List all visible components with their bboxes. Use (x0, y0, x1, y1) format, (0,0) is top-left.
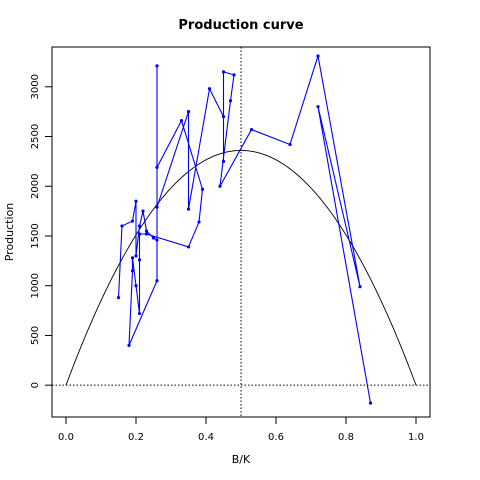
data-point (127, 343, 131, 347)
x-tick-label: 0.2 (128, 432, 144, 443)
data-point (120, 224, 124, 228)
data-point (221, 70, 226, 74)
data-point (155, 205, 159, 209)
data-point (232, 73, 236, 77)
x-tick-label: 0.4 (198, 432, 214, 443)
x-tick-label: 0.6 (268, 432, 284, 443)
data-point (186, 110, 191, 114)
data-point (137, 311, 142, 316)
data-point (316, 105, 320, 109)
data-point (228, 99, 233, 103)
x-tick-label: 0.8 (338, 432, 354, 443)
data-point (218, 184, 222, 188)
data-point (200, 187, 205, 191)
y-tick-label: 1000 (30, 273, 41, 298)
x-axis: 0.0 0.2 0.4 0.6 0.8 1.0 (58, 416, 424, 443)
plot-frame (51, 46, 431, 418)
y-tick-label: 500 (30, 326, 41, 345)
series-layer (116, 54, 373, 405)
y-tick-label: 2000 (30, 174, 41, 199)
data-point (144, 229, 149, 233)
data-point (221, 115, 226, 119)
data-point (186, 207, 191, 211)
y-axis-label: Production (3, 203, 16, 262)
data-point (130, 269, 135, 273)
data-point (358, 285, 362, 289)
data-point (134, 199, 138, 203)
data-point (197, 220, 201, 224)
y-tick-label: 2500 (30, 124, 41, 149)
parabola-curve-layer (65, 149, 417, 386)
data-point (137, 224, 142, 228)
parabola-curve (65, 149, 417, 386)
y-tick-label: 3000 (30, 74, 41, 99)
x-tick-label: 0.0 (58, 432, 74, 443)
data-point (186, 245, 191, 249)
data-point (155, 279, 159, 283)
y-axis: 0 500 1000 1500 2000 2500 3000 (30, 74, 53, 388)
data-point (137, 232, 142, 236)
data-point (316, 54, 320, 58)
y-tick-label: 0 (30, 382, 41, 388)
data-point (151, 236, 156, 240)
reference-lines (52, 47, 430, 417)
y-tick-label: 1500 (30, 223, 41, 248)
data-point (249, 127, 254, 132)
chart-title: Production curve (178, 18, 303, 33)
data-point (134, 284, 138, 288)
data-point (137, 258, 142, 262)
data-point (130, 219, 135, 223)
data-point (221, 159, 226, 163)
data-point (141, 209, 145, 213)
series-line (117, 55, 372, 404)
data-point (368, 401, 373, 405)
data-point (155, 165, 159, 169)
data-point (179, 119, 184, 123)
x-tick-label: 1.0 (408, 432, 424, 443)
data-point (207, 87, 212, 91)
data-point (288, 142, 292, 147)
data-point (144, 232, 149, 236)
data-point (155, 238, 159, 242)
data-point (155, 64, 159, 68)
data-point (134, 254, 138, 258)
x-axis-label: B/K (232, 453, 251, 466)
data-point (130, 256, 135, 260)
data-point (116, 296, 121, 300)
